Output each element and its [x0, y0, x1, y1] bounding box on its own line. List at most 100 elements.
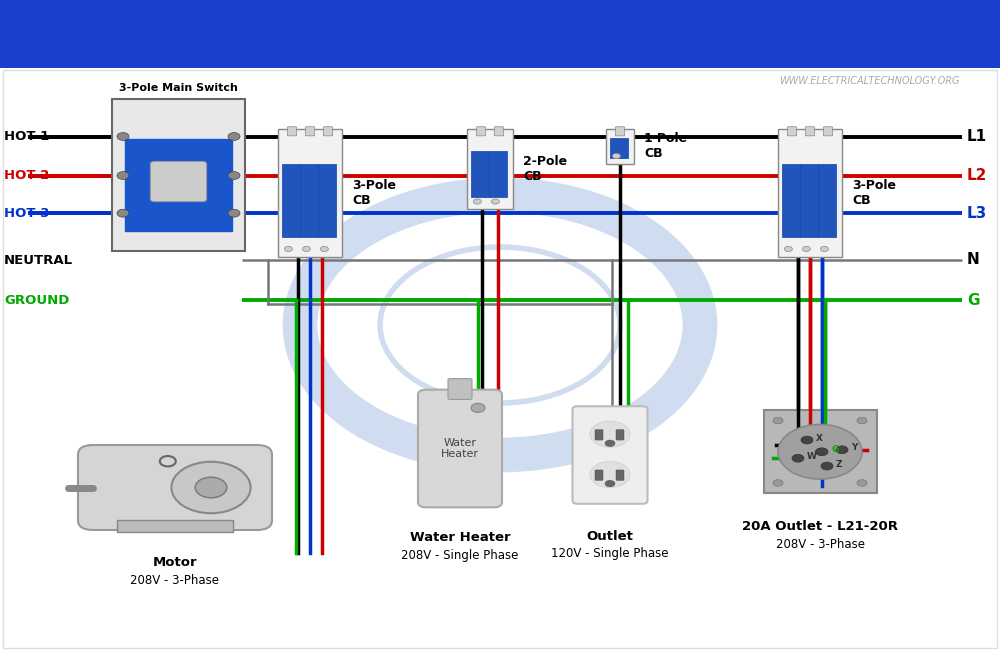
Text: 3-Pole
CB: 3-Pole CB — [352, 179, 396, 207]
Text: HOT 3: HOT 3 — [4, 207, 49, 220]
Text: 1-Pole
CB: 1-Pole CB — [644, 132, 688, 161]
Circle shape — [228, 133, 240, 140]
FancyBboxPatch shape — [494, 127, 504, 136]
Text: 3-Pole
CB: 3-Pole CB — [852, 179, 896, 207]
Text: N: N — [967, 252, 980, 268]
Text: Motor: Motor — [153, 556, 197, 569]
FancyBboxPatch shape — [818, 164, 836, 237]
Circle shape — [802, 246, 810, 252]
FancyBboxPatch shape — [615, 127, 625, 136]
FancyBboxPatch shape — [805, 127, 815, 136]
Text: L3: L3 — [967, 205, 987, 221]
Circle shape — [117, 172, 129, 179]
Circle shape — [821, 462, 833, 470]
FancyBboxPatch shape — [800, 164, 818, 237]
FancyBboxPatch shape — [595, 470, 603, 480]
FancyBboxPatch shape — [300, 164, 318, 237]
Circle shape — [302, 246, 310, 252]
Text: 2-Pole
CB: 2-Pole CB — [523, 155, 567, 183]
Circle shape — [612, 153, 620, 159]
Circle shape — [605, 480, 615, 487]
Circle shape — [473, 199, 481, 204]
FancyBboxPatch shape — [467, 129, 513, 209]
Text: Y: Y — [851, 443, 857, 452]
FancyBboxPatch shape — [0, 0, 1000, 68]
Text: L1: L1 — [967, 129, 987, 144]
Text: 208V - Single Phase: 208V - Single Phase — [401, 549, 519, 562]
Text: GROUND: GROUND — [4, 294, 69, 307]
Text: 208V - 3-Phase: 208V - 3-Phase — [130, 573, 220, 586]
Text: G: G — [831, 445, 838, 454]
FancyBboxPatch shape — [476, 127, 486, 136]
FancyBboxPatch shape — [610, 138, 628, 158]
Circle shape — [857, 417, 867, 424]
Circle shape — [491, 199, 499, 204]
FancyBboxPatch shape — [787, 127, 797, 136]
FancyBboxPatch shape — [616, 430, 624, 440]
Text: 120V - Single Phase: 120V - Single Phase — [551, 547, 669, 560]
Text: L2: L2 — [967, 168, 987, 183]
Text: Water Heater: Water Heater — [410, 532, 510, 545]
Text: 208V - 3-Phase: 208V - 3-Phase — [776, 538, 864, 551]
FancyBboxPatch shape — [782, 164, 800, 237]
Circle shape — [284, 246, 292, 252]
Text: X: X — [816, 434, 823, 443]
Circle shape — [228, 172, 240, 179]
Text: 20A Outlet - L21-20R: 20A Outlet - L21-20R — [742, 520, 898, 533]
Text: 3-Pole Main Switch: 3-Pole Main Switch — [119, 83, 237, 93]
FancyBboxPatch shape — [278, 129, 342, 257]
FancyBboxPatch shape — [117, 520, 233, 532]
Circle shape — [320, 246, 328, 252]
FancyBboxPatch shape — [282, 164, 300, 237]
Text: HOT 1: HOT 1 — [4, 130, 49, 143]
FancyBboxPatch shape — [323, 127, 333, 136]
FancyBboxPatch shape — [572, 406, 648, 504]
Circle shape — [195, 477, 227, 498]
FancyBboxPatch shape — [471, 151, 489, 197]
Circle shape — [816, 448, 828, 456]
Circle shape — [117, 133, 129, 140]
Text: How to Wire 208V & 120V, 1-Phase & 3-Phase Load?: How to Wire 208V & 120V, 1-Phase & 3-Pha… — [144, 23, 856, 46]
Text: Water
Heater: Water Heater — [441, 437, 479, 460]
Circle shape — [117, 209, 129, 217]
Text: NEUTRAL: NEUTRAL — [4, 254, 73, 266]
Circle shape — [773, 480, 783, 486]
Circle shape — [590, 462, 630, 488]
FancyBboxPatch shape — [318, 164, 336, 237]
FancyBboxPatch shape — [112, 99, 245, 251]
Text: Outlet: Outlet — [587, 530, 633, 543]
Circle shape — [801, 436, 813, 444]
Circle shape — [857, 480, 867, 486]
Circle shape — [605, 440, 615, 447]
Circle shape — [792, 454, 804, 462]
Circle shape — [471, 403, 485, 413]
FancyBboxPatch shape — [616, 470, 624, 480]
Text: HOT 2: HOT 2 — [4, 169, 49, 182]
Circle shape — [836, 446, 848, 454]
Circle shape — [784, 246, 792, 252]
FancyBboxPatch shape — [823, 127, 833, 136]
Circle shape — [815, 448, 825, 455]
FancyBboxPatch shape — [125, 139, 232, 231]
FancyBboxPatch shape — [78, 445, 272, 530]
Circle shape — [778, 424, 862, 479]
FancyBboxPatch shape — [489, 151, 507, 197]
Text: G: G — [967, 292, 980, 308]
Text: WWW.ELECTRICALTECHNOLOGY.ORG: WWW.ELECTRICALTECHNOLOGY.ORG — [780, 76, 960, 86]
FancyBboxPatch shape — [287, 127, 297, 136]
Circle shape — [773, 417, 783, 424]
FancyBboxPatch shape — [448, 378, 472, 399]
FancyBboxPatch shape — [150, 161, 207, 202]
FancyBboxPatch shape — [595, 430, 603, 440]
Circle shape — [820, 246, 828, 252]
FancyBboxPatch shape — [764, 410, 876, 493]
Circle shape — [228, 209, 240, 217]
Circle shape — [590, 421, 630, 447]
Text: W: W — [807, 452, 817, 461]
Circle shape — [171, 462, 251, 514]
FancyBboxPatch shape — [418, 390, 502, 507]
Text: Z: Z — [836, 460, 842, 469]
FancyBboxPatch shape — [606, 129, 634, 164]
FancyBboxPatch shape — [778, 129, 842, 257]
FancyBboxPatch shape — [305, 127, 315, 136]
